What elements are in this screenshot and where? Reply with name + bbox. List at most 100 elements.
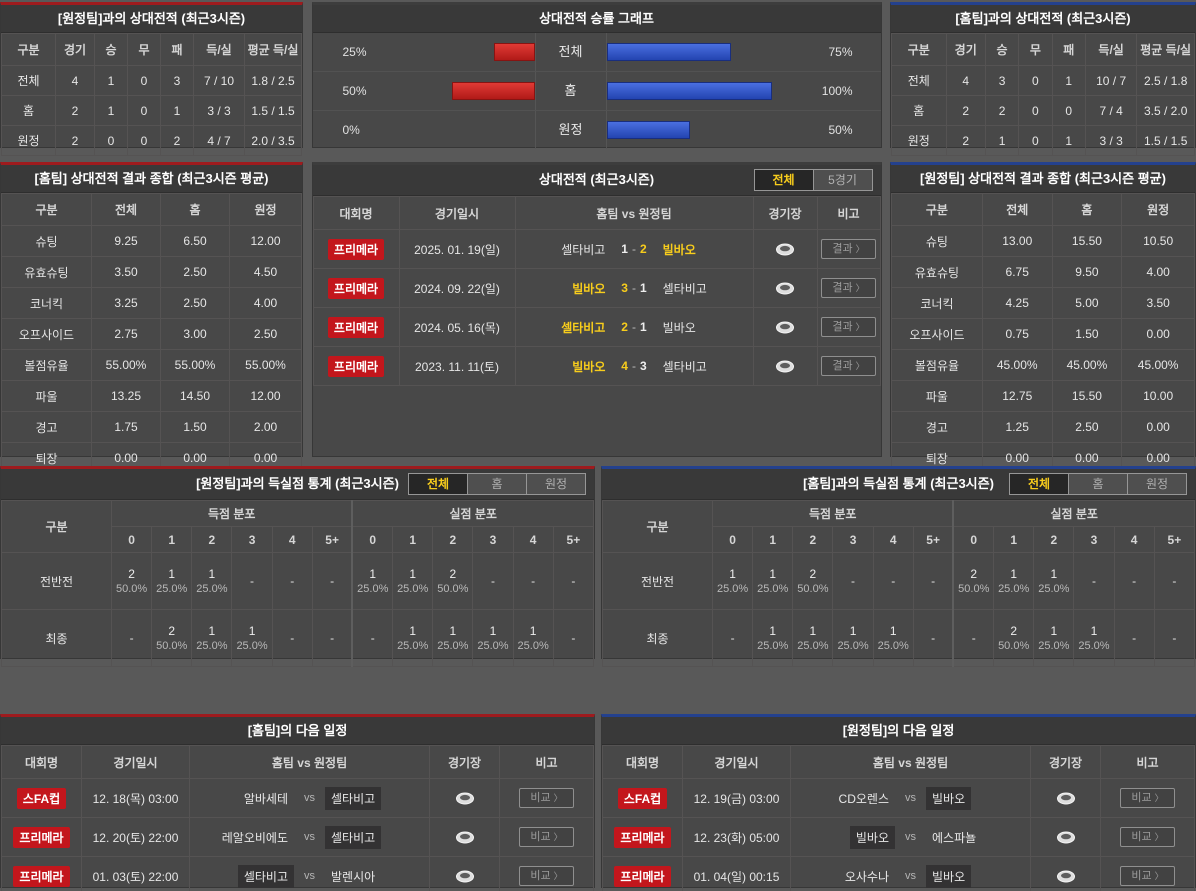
cell: 12.00 — [229, 225, 302, 257]
column-header: 패 — [1051, 33, 1086, 66]
cell: 2.00 — [229, 411, 302, 443]
result-button[interactable]: 결과 〉 — [821, 278, 876, 298]
stadium-icon[interactable] — [774, 242, 796, 257]
row-label: 볼점유율 — [891, 349, 983, 381]
home-team: 셀타비고 — [561, 242, 606, 257]
header-row: 대회명 경기일시 홈팀 vs 원정팀 경기장 비고 — [602, 745, 1195, 779]
filter-tab[interactable]: 원정 — [526, 473, 586, 495]
stadium-icon[interactable] — [454, 869, 476, 884]
row-label: 슈팅 — [891, 225, 983, 257]
goal-cell: 1 25.0% — [752, 609, 794, 667]
panel-schedule-home: [홈팀]의 다음 일정 대회명 경기일시 홈팀 vs 원정팀 경기장 비고 스FA컵 1… — [0, 714, 595, 891]
bin-header: 3 — [832, 526, 874, 553]
cell: 0.75 — [981, 318, 1053, 350]
left-percent-label: 50% — [342, 84, 367, 98]
vs-label: vs — [905, 792, 916, 804]
chevron-right-icon: 〉 — [553, 871, 563, 881]
match-date: 2024. 05. 16(목) — [398, 307, 516, 347]
filter-tab[interactable]: 원정 — [1127, 473, 1187, 495]
cell: 0 — [1018, 65, 1053, 96]
goal-cell: 2 50.0% — [792, 552, 834, 610]
away-team: 에스파뇰 — [932, 830, 977, 845]
goal-cell: 2 50.0% — [110, 552, 153, 610]
panel-schedule-away: [원정팀]의 다음 일정 대회명 경기일시 홈팀 vs 원정팀 경기장 비고 스FA컵 … — [601, 714, 1196, 891]
cell: 2.75 — [91, 318, 161, 350]
header-row: 대회명 경기일시 홈팀 vs 원정팀 경기장 비고 — [1, 745, 594, 779]
fixture: 오사수나 vs 빌바오 — [792, 864, 1029, 888]
match-row: 프리메라 2024. 09. 22(일) 빌바오 3-1 셀타비고 결과 〉 — [312, 268, 881, 308]
home-team: 알바세테 — [243, 791, 288, 806]
home-score: 4 — [621, 359, 628, 373]
panel-h2h-vs-home: [홈팀]과의 상대전적 (최근3시즌) 구분 경기 승 무 패 득/실 평균 득/실 전체 4 3… — [890, 2, 1196, 156]
fixture: 알바세테 vs 셀타비고 — [191, 786, 428, 810]
panel-title: [홈팀]의 다음 일정 — [1, 717, 594, 745]
summary-away-table: 구분 전체 홈 원정 슈팅 13.00 15.50 10.50 유효슈팅 6.75 9.50 4.00… — [891, 193, 1195, 474]
filter-tab[interactable]: 홈 — [467, 473, 527, 495]
row-label: 파울 — [1, 380, 92, 412]
stadium-icon[interactable] — [1055, 869, 1077, 884]
bin-header: 4 — [1113, 526, 1155, 553]
cell: 10 / 7 — [1084, 65, 1138, 96]
row-label: 전체 — [891, 65, 947, 96]
panel-title: [원정팀]과의 상대전적 (최근3시즌) — [1, 5, 302, 33]
bin-header: 1 — [151, 526, 193, 553]
blue-bar — [606, 121, 690, 139]
goal-cell: 1 25.0% — [191, 609, 233, 667]
schedule-row: 프리메라 01. 04(일) 00:15 오사수나 vs 빌바오 비교 〉 — [602, 856, 1195, 891]
stadium-icon[interactable] — [454, 791, 476, 806]
stadium-icon[interactable] — [774, 281, 796, 296]
cell: 6.75 — [981, 256, 1053, 288]
match-row: 프리메라 2024. 05. 16(목) 셀타비고 2-1 빌바오 결과 〉 — [312, 307, 881, 347]
compare-button[interactable]: 비교 〉 — [519, 827, 574, 847]
stadium-icon[interactable] — [774, 320, 796, 335]
row-label: 전반전 — [602, 552, 713, 610]
group-header-conceded: 실점 분포 — [952, 500, 1196, 527]
column-header: 비고 — [1100, 745, 1195, 779]
goal-cell: - — [311, 552, 353, 610]
vs-label: vs — [304, 792, 315, 804]
cell: 3.00 — [160, 318, 230, 350]
compare-button[interactable]: 비교 〉 — [519, 866, 574, 886]
goal-cell: 2 50.0% — [151, 609, 193, 667]
match-score: 셀타비고 1-2 빌바오 — [517, 241, 752, 258]
panel-title: 상대전적 승률 그래프 — [312, 5, 881, 33]
schedule-row: 프리메라 12. 23(화) 05:00 빌바오 vs 에스파뇰 비교 〉 — [602, 817, 1195, 857]
stadium-icon[interactable] — [1055, 830, 1077, 845]
filter-tab[interactable]: 전체 — [1009, 473, 1069, 495]
stadium-icon[interactable] — [1055, 791, 1077, 806]
panel-title: [홈팀] 상대전적 결과 종합 (최근3시즌 평균) — [1, 165, 302, 193]
bin-header: 0 — [351, 526, 394, 553]
goal-cell: 1 25.0% — [472, 609, 514, 667]
cell: 1.5 / 1.5 — [1136, 125, 1195, 156]
compare-button[interactable]: 비교 〉 — [1120, 866, 1175, 886]
bin-header: 3 — [472, 526, 514, 553]
compare-button[interactable]: 비교 〉 — [1120, 788, 1175, 808]
period-tab[interactable]: 전체 — [753, 169, 814, 191]
home-score: 1 — [621, 242, 628, 256]
cell: 1.50 — [1051, 318, 1123, 350]
header-row: 구분 득점 분포 실점 분포 — [602, 500, 1196, 553]
goal-cell: 1 25.0% — [351, 552, 394, 610]
result-button[interactable]: 결과 〉 — [821, 239, 876, 259]
chevron-right-icon: 〉 — [855, 283, 865, 293]
table-row: 오프사이드 2.75 3.00 2.50 — [1, 318, 302, 350]
cell: 2 — [160, 125, 194, 156]
compare-button[interactable]: 비교 〉 — [519, 788, 574, 808]
cell: 2.50 — [1051, 411, 1123, 443]
filter-tab[interactable]: 전체 — [408, 473, 468, 495]
league-badge: 프리메라 — [327, 238, 385, 260]
right-percent-label: 75% — [828, 45, 853, 59]
result-button[interactable]: 결과 〉 — [821, 356, 876, 376]
league-badge: 프리메라 — [327, 355, 385, 377]
period-tab[interactable]: 5경기 — [812, 169, 873, 191]
stadium-icon[interactable] — [454, 830, 476, 845]
cell: 0 — [94, 125, 128, 156]
cell: 4 — [55, 65, 95, 96]
cell: 1.75 — [91, 411, 161, 443]
stadium-icon[interactable] — [774, 359, 796, 374]
bin-header: 2 — [191, 526, 233, 553]
result-button[interactable]: 결과 〉 — [821, 317, 876, 337]
cell: 14.50 — [160, 380, 230, 412]
compare-button[interactable]: 비교 〉 — [1120, 827, 1175, 847]
filter-tab[interactable]: 홈 — [1068, 473, 1128, 495]
